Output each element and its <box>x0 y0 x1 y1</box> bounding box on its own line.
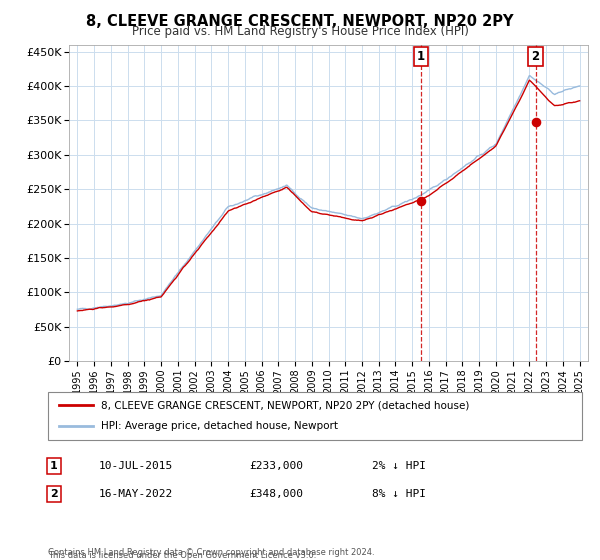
Point <box>531 118 541 127</box>
Text: Contains HM Land Registry data © Crown copyright and database right 2024.: Contains HM Land Registry data © Crown c… <box>48 548 374 557</box>
Text: 1: 1 <box>50 461 58 471</box>
Text: Price paid vs. HM Land Registry's House Price Index (HPI): Price paid vs. HM Land Registry's House … <box>131 25 469 38</box>
Text: £348,000: £348,000 <box>249 489 303 499</box>
Text: 16-MAY-2022: 16-MAY-2022 <box>99 489 173 499</box>
Text: 2: 2 <box>50 489 58 499</box>
Text: HPI: Average price, detached house, Newport: HPI: Average price, detached house, Newp… <box>101 421 338 431</box>
Text: 8, CLEEVE GRANGE CRESCENT, NEWPORT, NP20 2PY (detached house): 8, CLEEVE GRANGE CRESCENT, NEWPORT, NP20… <box>101 400 470 410</box>
Text: This data is licensed under the Open Government Licence v3.0.: This data is licensed under the Open Gov… <box>48 551 316 560</box>
Point <box>416 197 426 206</box>
Text: 10-JUL-2015: 10-JUL-2015 <box>99 461 173 471</box>
Text: £233,000: £233,000 <box>249 461 303 471</box>
Text: 8% ↓ HPI: 8% ↓ HPI <box>372 489 426 499</box>
Text: 2: 2 <box>532 50 539 63</box>
Text: 1: 1 <box>417 50 425 63</box>
Text: 8, CLEEVE GRANGE CRESCENT, NEWPORT, NP20 2PY: 8, CLEEVE GRANGE CRESCENT, NEWPORT, NP20… <box>86 14 514 29</box>
Text: 2% ↓ HPI: 2% ↓ HPI <box>372 461 426 471</box>
